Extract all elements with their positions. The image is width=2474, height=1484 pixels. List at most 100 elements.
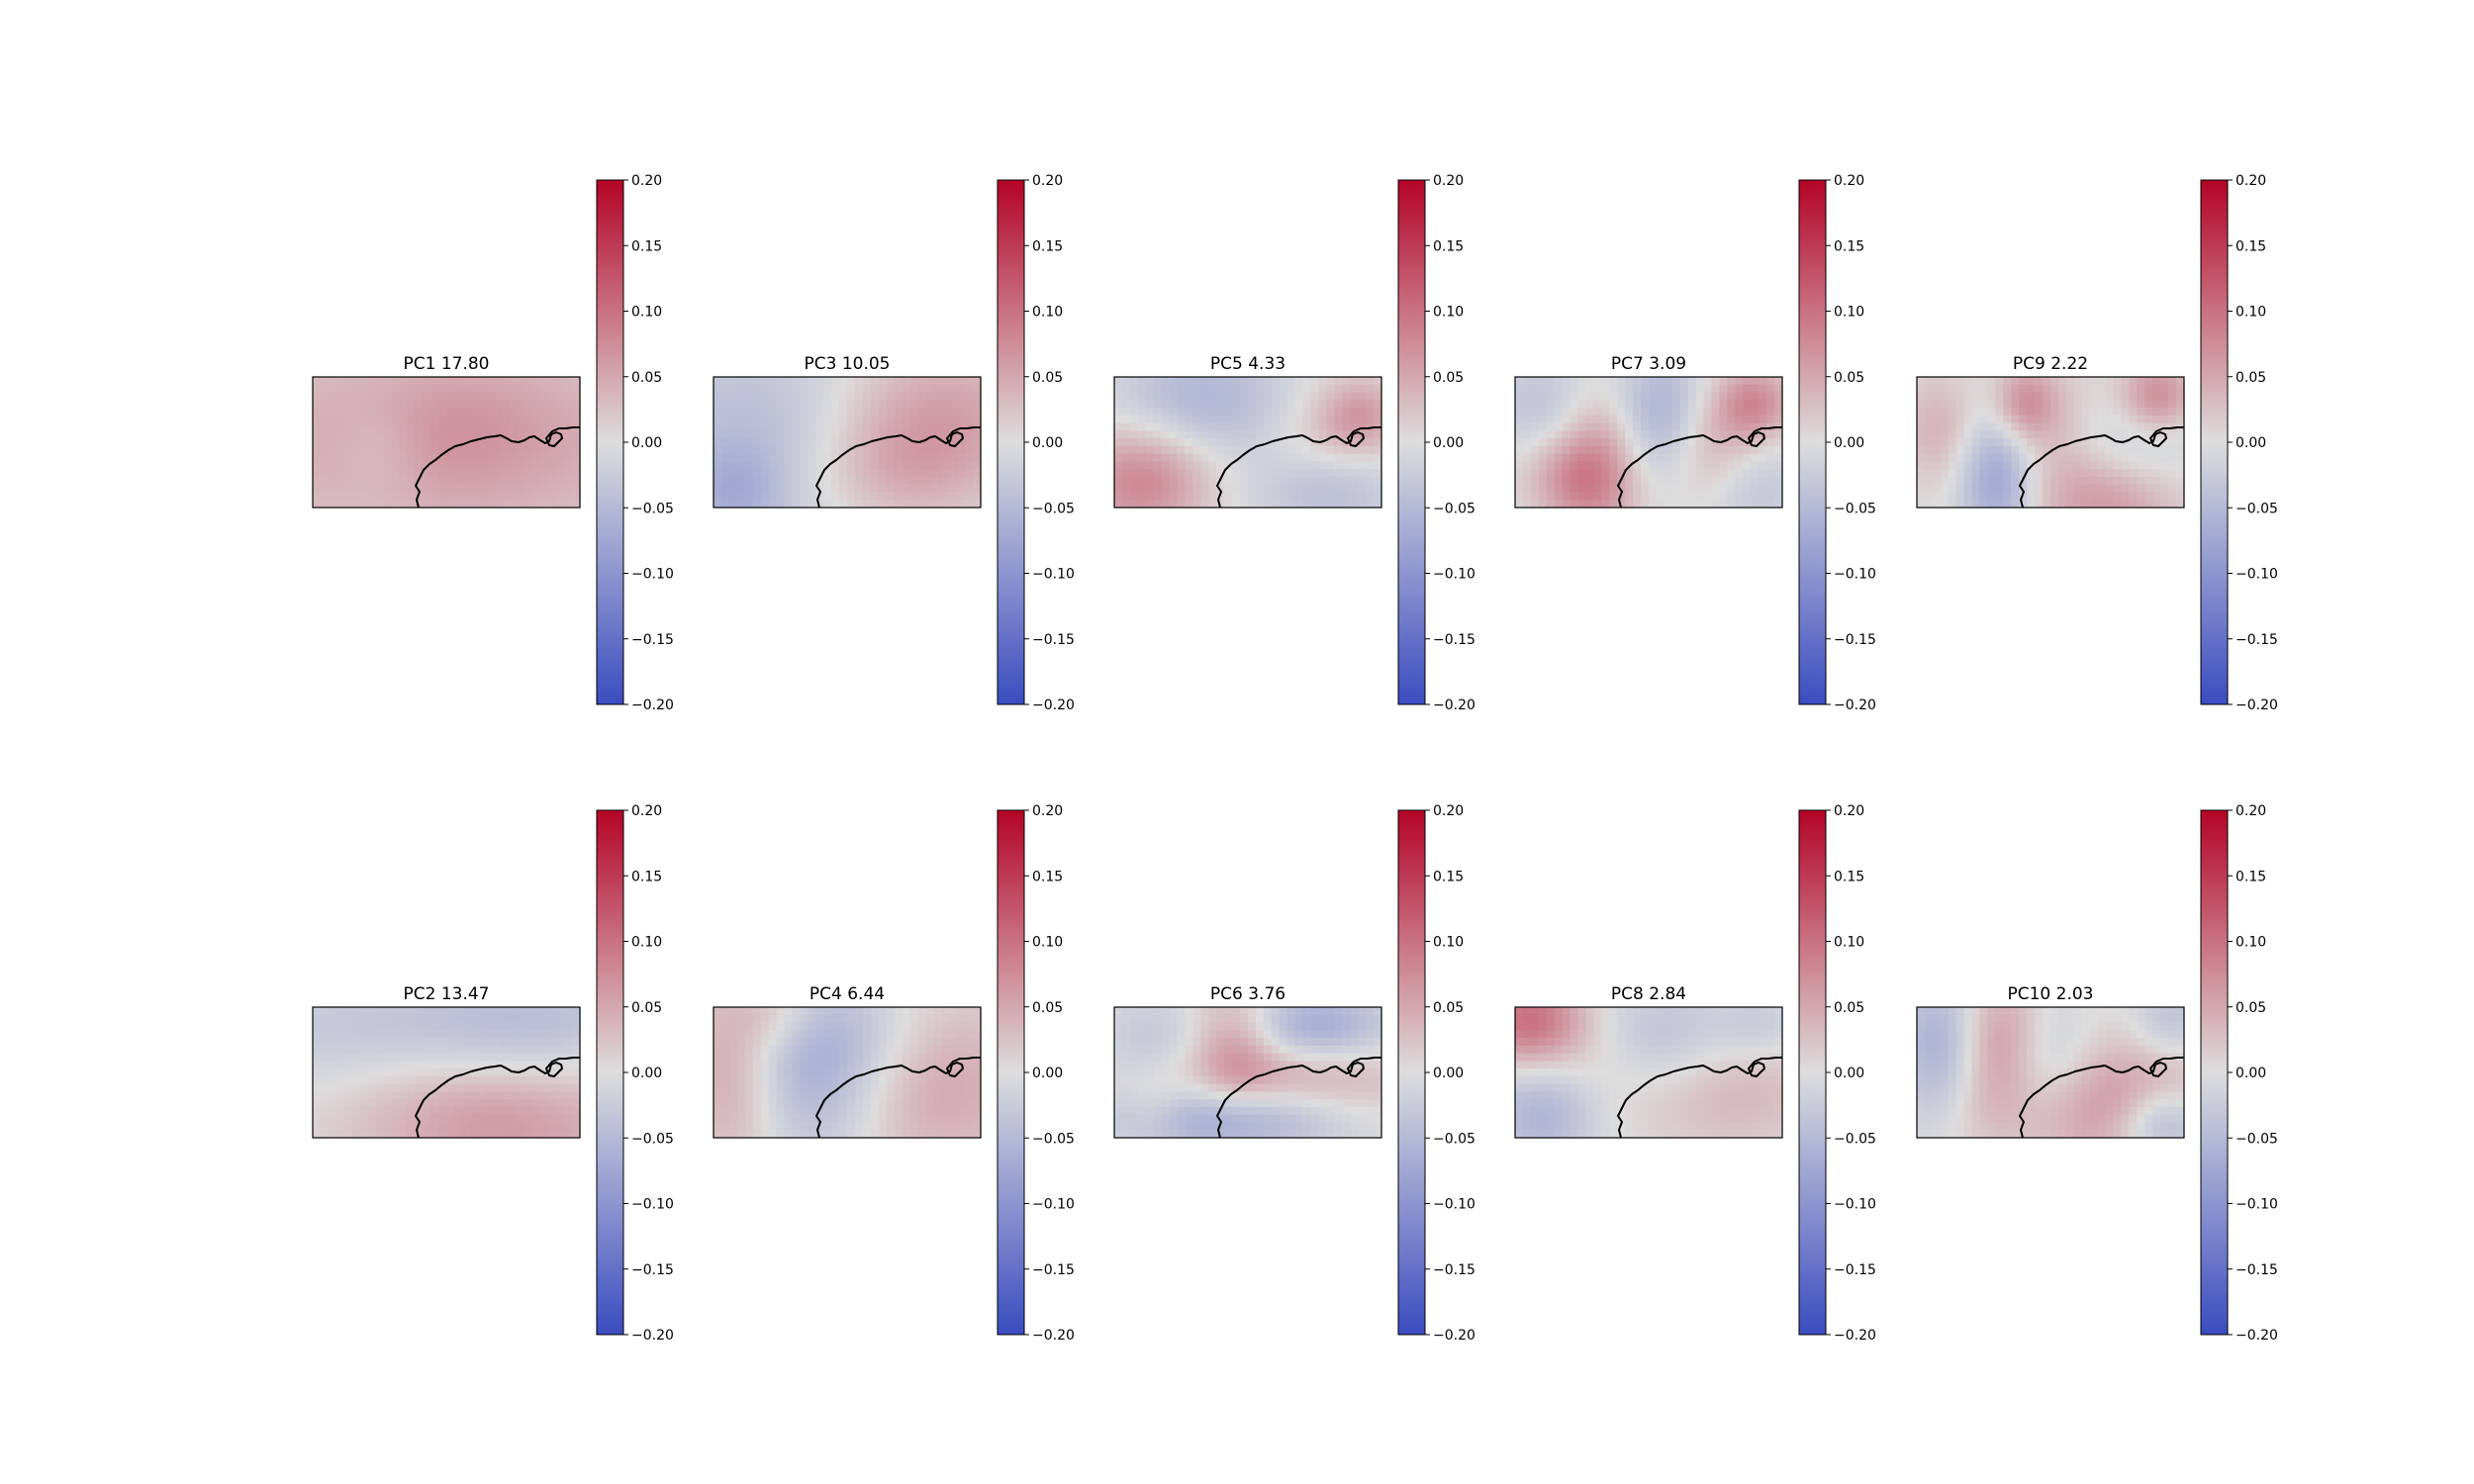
heatmap-cell (1271, 430, 1281, 439)
heatmap-cell (1774, 469, 1783, 478)
heatmap-cell (768, 1030, 778, 1039)
heatmap-cell (736, 461, 746, 470)
heatmap-cell (493, 1030, 503, 1039)
heatmap-cell (375, 1091, 385, 1100)
heatmap-cell (1208, 1030, 1217, 1039)
heatmap-cell (572, 1122, 581, 1131)
heatmap-cell (1719, 1022, 1729, 1031)
heatmap-cell (1554, 408, 1564, 417)
heatmap-cell (1255, 1083, 1265, 1093)
heatmap-cell (917, 1022, 927, 1031)
heatmap-cell (2176, 392, 2185, 401)
heatmap-cell (2019, 408, 2028, 417)
heatmap-cell (854, 1053, 864, 1062)
heatmap-cell (815, 453, 824, 463)
heatmap-cell (1302, 1014, 1312, 1024)
heatmap-cell (1240, 1030, 1249, 1039)
heatmap-cell (1515, 377, 1524, 386)
heatmap-cell (1625, 384, 1634, 394)
heatmap-cell (894, 1130, 904, 1139)
heatmap-cell (941, 1130, 950, 1139)
heatmap-cell (438, 1014, 447, 1024)
heatmap-cell (1577, 422, 1587, 431)
heatmap-cell (1971, 484, 1981, 494)
heatmap-cell (1641, 469, 1650, 478)
heatmap-cell (1271, 1068, 1281, 1077)
heatmap-cell (556, 1030, 565, 1039)
heatmap-cell (328, 1014, 337, 1024)
heatmap-cell (1366, 438, 1375, 447)
heatmap-cell (2057, 415, 2067, 424)
heatmap-cell (2144, 461, 2153, 470)
heatmap-cell (941, 476, 950, 486)
heatmap-cell (1271, 476, 1281, 486)
heatmap-cell (800, 492, 809, 501)
heatmap-cell (1979, 500, 1989, 509)
heatmap-cell (1286, 1106, 1296, 1116)
heatmap-cell (925, 377, 934, 386)
heatmap-cell (965, 484, 974, 494)
heatmap-cell (1121, 422, 1131, 431)
heatmap-cell (768, 392, 778, 401)
heatmap-cell (1766, 461, 1775, 470)
heatmap-cell (2073, 500, 2083, 509)
heatmap-cell (1185, 408, 1194, 417)
heatmap-cell (1995, 445, 2004, 455)
heatmap-cell (1617, 408, 1626, 417)
heatmap-cell (1318, 430, 1328, 439)
heatmap-cell (446, 1075, 455, 1085)
heatmap-cell (1334, 384, 1343, 394)
heatmap-cell (1145, 476, 1155, 486)
heatmap-cell (752, 422, 762, 431)
heatmap-cell (973, 476, 982, 486)
heatmap-cell (1224, 500, 1233, 509)
heatmap-cell (808, 1091, 816, 1100)
heatmap-cell (313, 1007, 322, 1016)
heatmap-cell (477, 1061, 487, 1069)
heatmap-cell (1137, 1030, 1147, 1039)
map-frame (1113, 376, 1382, 509)
heatmap-cell (714, 453, 722, 463)
heatmap-cell (1366, 1075, 1375, 1085)
heatmap-cell (720, 1045, 730, 1055)
heatmap-cell (823, 400, 832, 409)
heatmap-cell (391, 1122, 400, 1131)
heatmap-cell (446, 1099, 455, 1108)
heatmap-cell (1633, 1030, 1642, 1039)
heatmap-cell (1932, 377, 1942, 386)
heatmap-cell (1358, 377, 1367, 386)
heatmap-cell (1310, 408, 1320, 417)
heatmap-cell (1153, 1091, 1163, 1100)
heatmap-cell (1248, 384, 1257, 394)
panel-title: PC8 2.84 (1611, 984, 1686, 1004)
heatmap-cell (1366, 1068, 1375, 1077)
heatmap-cell (2019, 438, 2028, 447)
heatmap-cell (925, 392, 934, 401)
heatmap-cell (808, 476, 816, 486)
heatmap-cell (509, 1114, 519, 1124)
heatmap-cell (1641, 1022, 1650, 1031)
heatmap-cell (1318, 484, 1328, 494)
heatmap-cell (1216, 461, 1225, 470)
heatmap-cell (752, 438, 762, 447)
heatmap-cell (540, 415, 549, 424)
heatmap-cell (399, 1091, 408, 1100)
heatmap-cell (902, 1045, 911, 1055)
colorbar-tick-label: −0.15 (631, 1262, 674, 1278)
heatmap-cell (1530, 1030, 1540, 1039)
heatmap-cell (548, 400, 557, 409)
heatmap-cell (728, 1045, 738, 1055)
heatmap-cell (1593, 1030, 1602, 1039)
heatmap-cell (1334, 1106, 1343, 1116)
heatmap-cell (965, 476, 974, 486)
heatmap-cell (453, 1045, 463, 1055)
heatmap-cell (1129, 384, 1139, 394)
heatmap-cell (540, 1106, 549, 1116)
heatmap-cell (1121, 1068, 1131, 1077)
heatmap-cell (524, 1053, 533, 1062)
heatmap-cell (2081, 415, 2091, 424)
heatmap-cell (823, 1099, 832, 1108)
heatmap-cell (572, 430, 581, 439)
heatmap-cell (1766, 384, 1775, 394)
heatmap-cell (1318, 415, 1328, 424)
